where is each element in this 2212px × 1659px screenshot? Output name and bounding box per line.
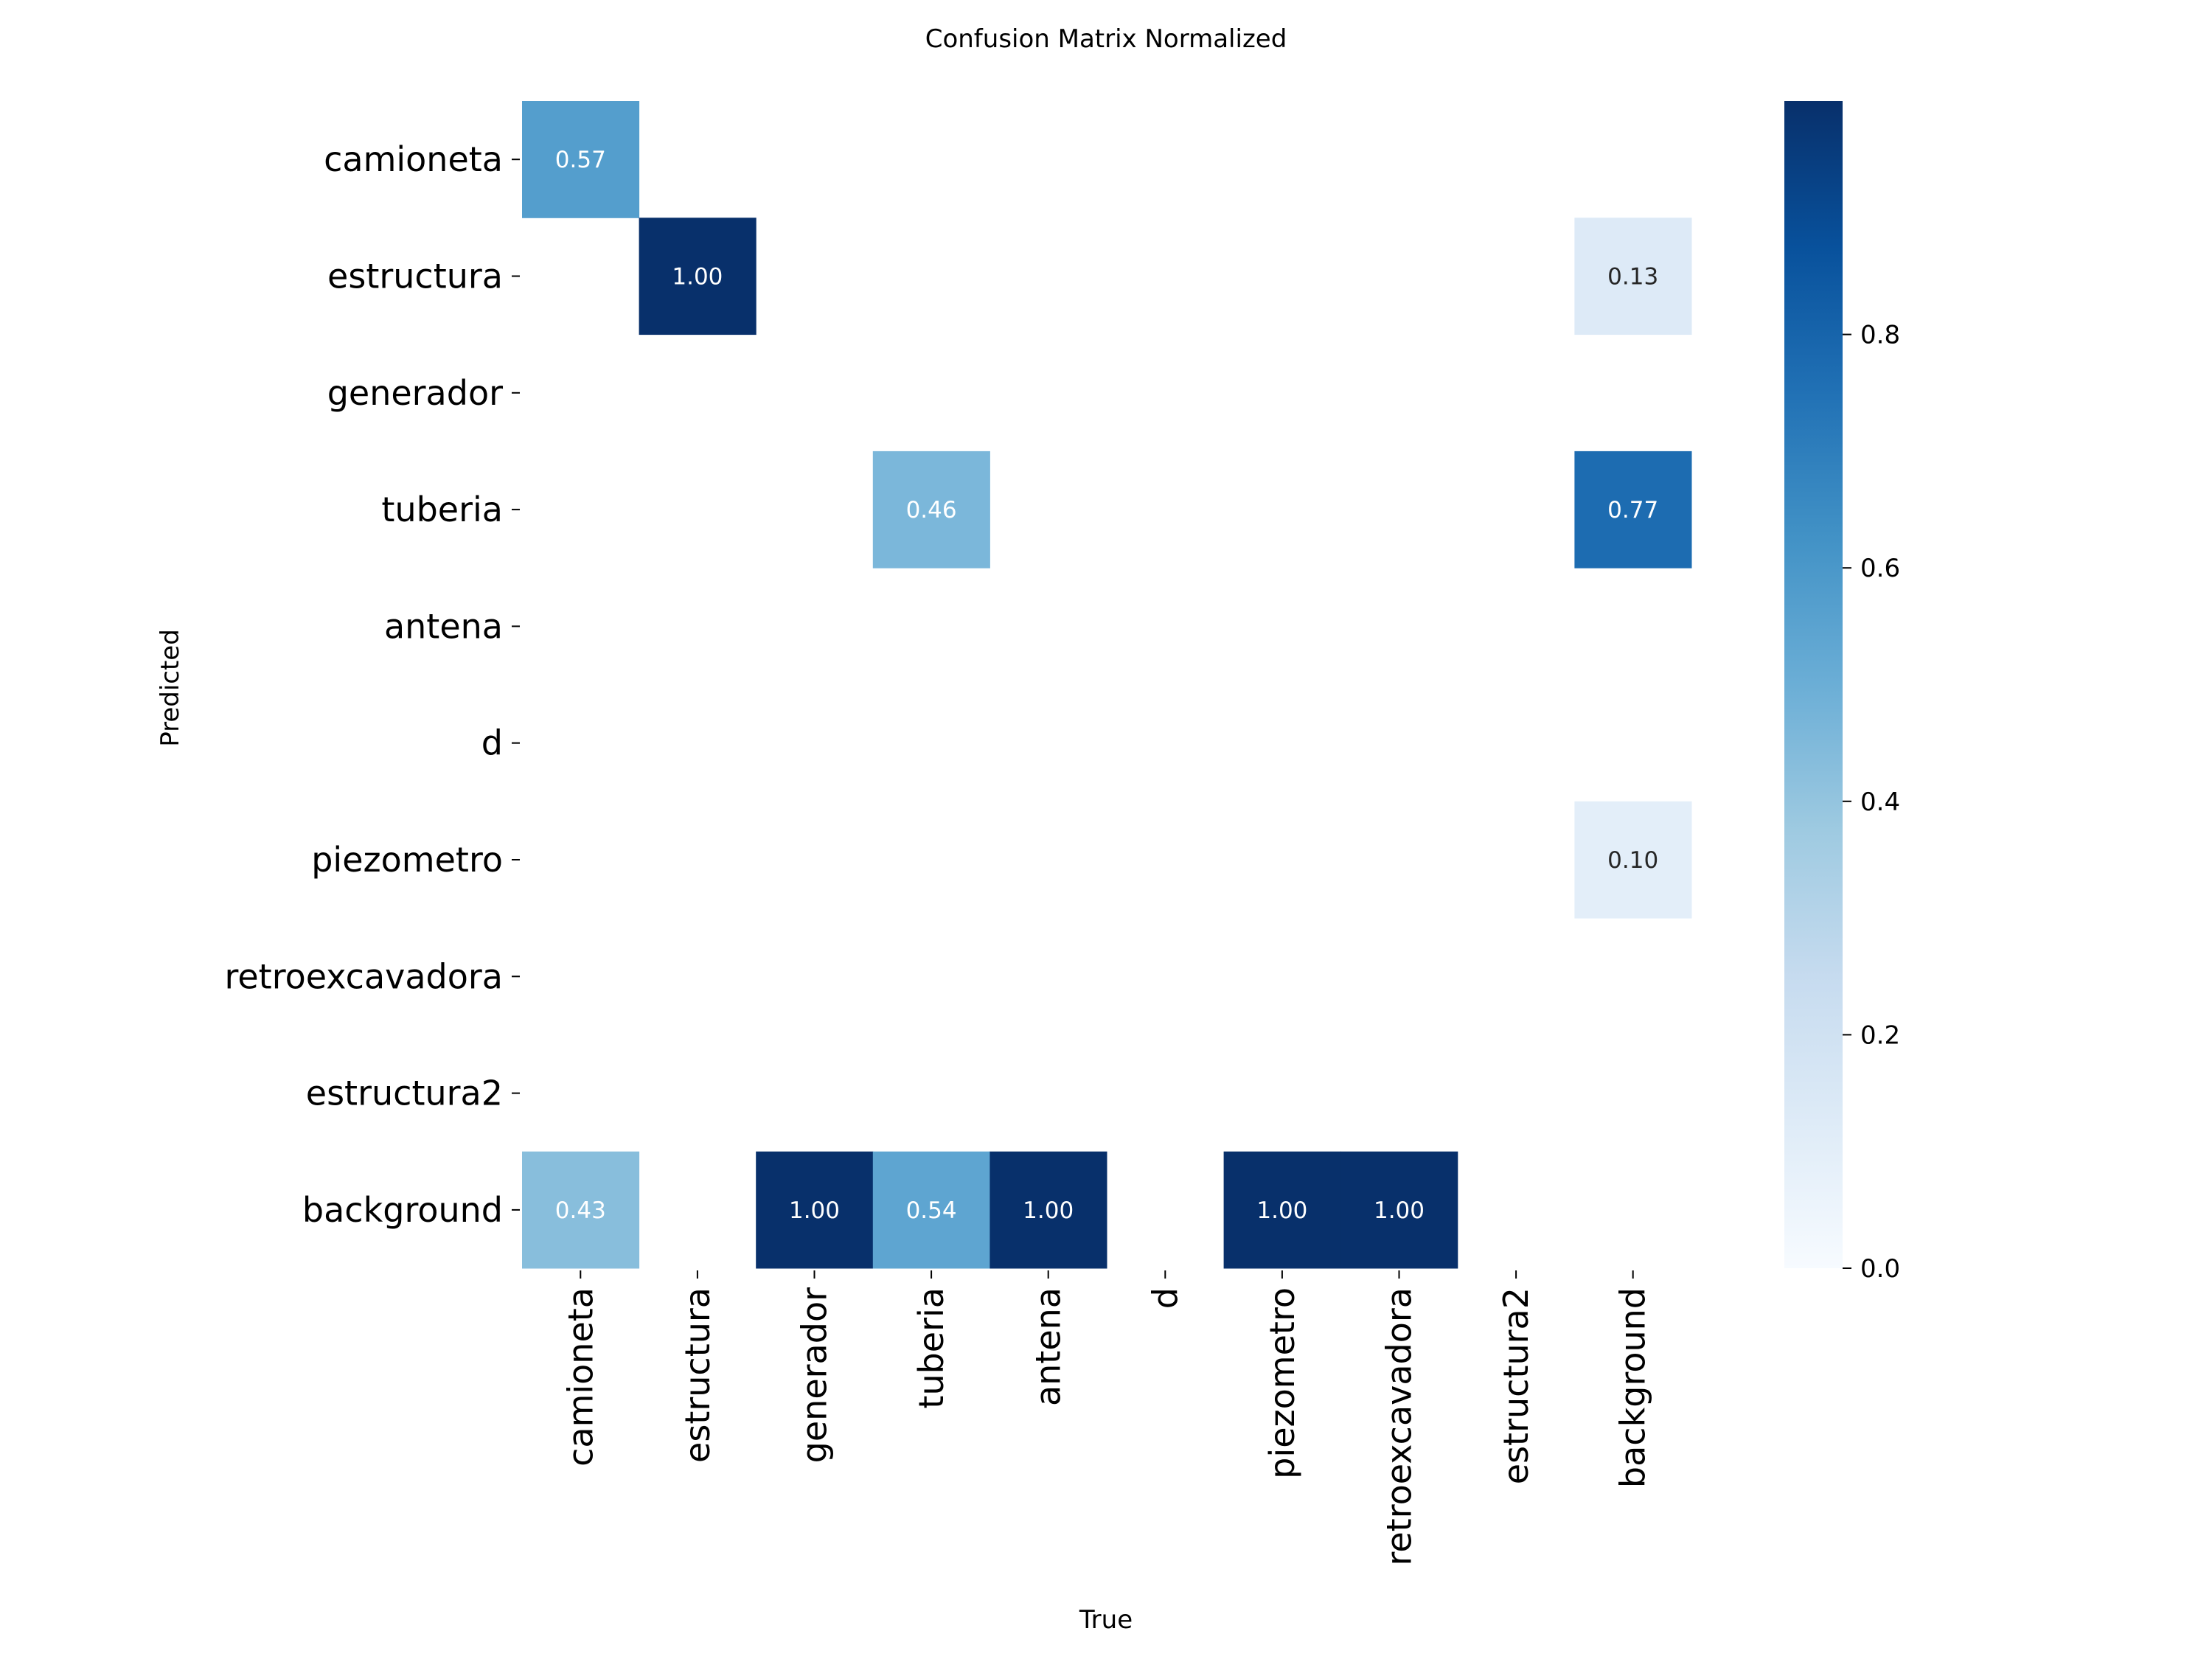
colorbar [1784, 101, 1843, 1268]
heatmap-cell [639, 218, 757, 335]
y-axis-ticks: camioneta estructura generador tuberia anten… [224, 139, 520, 1230]
y-tick-label: piezometro [311, 840, 503, 880]
colorbar-tick-label: 0.0 [1860, 1254, 1900, 1284]
x-tick-label: background [1613, 1287, 1653, 1488]
chart-title: Confusion Matrix Normalized [925, 24, 1287, 54]
x-tick-label: estructura [678, 1287, 717, 1463]
heatmap-cell [1574, 451, 1692, 568]
x-tick-label: piezometro [1262, 1287, 1302, 1479]
x-tick-label: tuberia [911, 1287, 951, 1409]
heatmap-cell [1574, 801, 1692, 919]
cell-value-label: 0.43 [555, 1197, 606, 1224]
heatmap-cell [522, 101, 640, 218]
y-tick-label: estructura [327, 257, 503, 296]
heatmap-cell [1340, 1151, 1458, 1269]
heatmap-cells: 0.57 1.00 0.13 0.46 0.77 0.10 0.43 1.00 0.54 1.00… [522, 101, 1692, 1269]
cell-value-label: 0.77 [1607, 497, 1658, 524]
cell-value-label: 0.13 [1607, 264, 1658, 291]
x-axis-label: True [1079, 1605, 1133, 1635]
cell-value-label: 1.00 [1374, 1197, 1425, 1224]
cell-value-label: 0.46 [906, 497, 957, 524]
x-tick-label: estructura2 [1496, 1287, 1536, 1484]
cell-value-label: 0.54 [906, 1197, 957, 1224]
cell-value-label: 1.00 [789, 1197, 840, 1224]
y-tick-label: generador [327, 373, 503, 413]
y-tick-label: antena [384, 606, 503, 646]
x-tick-label: camioneta [560, 1287, 600, 1467]
y-tick-label: background [302, 1190, 503, 1230]
x-tick-label: retroexcavadora [1380, 1287, 1419, 1566]
cell-value-label: 1.00 [1256, 1197, 1307, 1224]
heatmap-cell [872, 451, 990, 568]
y-tick-label: retroexcavadora [224, 956, 503, 996]
y-tick-label: estructura2 [306, 1074, 503, 1113]
y-axis-label: Predicted [156, 629, 185, 747]
heatmap-cell [872, 1151, 990, 1269]
colorbar-tick-label: 0.6 [1860, 554, 1900, 583]
colorbar-tick-label: 0.8 [1860, 321, 1900, 350]
y-tick-label: tuberia [381, 490, 503, 529]
colorbar-tick-label: 0.2 [1860, 1020, 1900, 1050]
heatmap-cell [756, 1151, 874, 1269]
cell-value-label: 0.10 [1607, 847, 1658, 874]
heatmap-cell [1223, 1151, 1341, 1269]
cell-value-label: 1.00 [1023, 1197, 1074, 1224]
cell-value-label: 1.00 [672, 264, 723, 291]
x-axis-ticks: camioneta estructura generador tuberia anten… [560, 1270, 1653, 1566]
colorbar-ticks: 0.0 0.2 0.4 0.6 0.8 [1843, 321, 1900, 1284]
heatmap-cell [522, 1151, 640, 1269]
x-tick-label: generador [795, 1287, 835, 1463]
cell-value-label: 0.57 [555, 147, 606, 173]
x-tick-label: d [1145, 1287, 1185, 1309]
y-tick-label: camioneta [324, 139, 503, 179]
x-tick-label: antena [1029, 1287, 1068, 1406]
y-tick-label: d [481, 723, 503, 763]
heatmap-cell [1574, 218, 1692, 335]
heatmap-cell [990, 1151, 1107, 1269]
colorbar-tick-label: 0.4 [1860, 787, 1900, 817]
